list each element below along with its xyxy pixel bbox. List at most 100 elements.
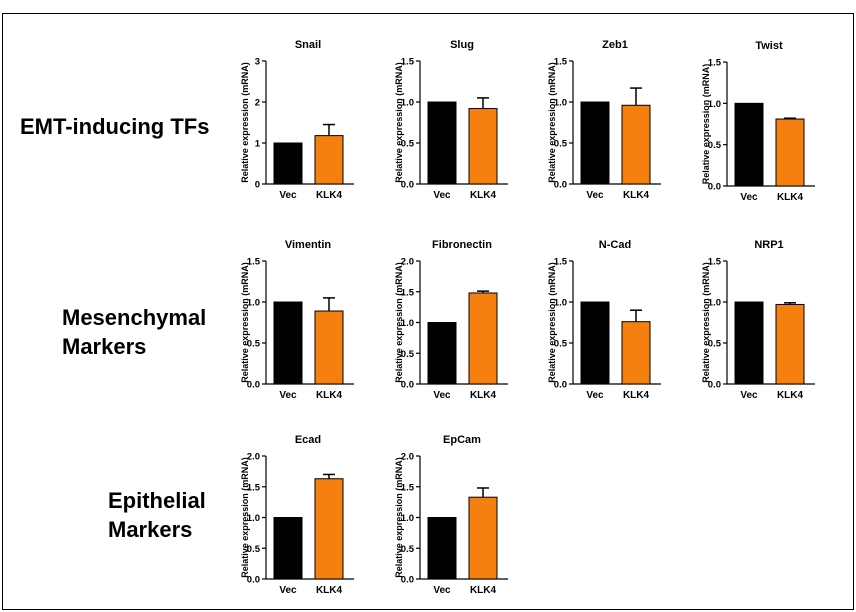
chart-nrp1: NRP1 Relative expression (mRNA)0.0 0.5 1.0 1… xyxy=(701,239,815,401)
y-tick-label: 0.0 xyxy=(554,380,567,391)
bar-klk4 xyxy=(468,108,498,185)
y-tick-label: 2.0 xyxy=(247,452,260,463)
y-axis-label: Relative expression (mRNA) xyxy=(394,457,404,578)
bar-vec xyxy=(580,301,610,385)
x-tick-label: Vec xyxy=(279,585,297,596)
chart-title: Fibronectin xyxy=(432,239,492,251)
y-tick-label: 1 xyxy=(255,139,261,150)
y-tick-label: 0.5 xyxy=(401,544,415,555)
bar-klk4 xyxy=(775,118,805,187)
x-tick-label: Vec xyxy=(586,390,604,401)
chart-title: Ecad xyxy=(295,434,321,446)
chart-ecad: Ecad Relative expression (mRNA)0.0 0.5 1.0 1… xyxy=(240,434,354,596)
bar-vec xyxy=(273,517,303,580)
chart-fibronectin: Fibronectin Relative expression (mRNA)0.0… xyxy=(394,239,508,401)
y-tick-label: 1.0 xyxy=(708,298,721,309)
y-tick-label: 0.0 xyxy=(708,182,721,193)
y-tick-label: 1.5 xyxy=(708,257,722,268)
y-tick-label: 1.5 xyxy=(401,57,415,68)
bar-vec xyxy=(734,301,764,385)
row-label-line: EMT-inducing TFs xyxy=(20,114,210,139)
y-tick-label: 1.0 xyxy=(708,99,721,110)
bar-vec xyxy=(273,301,303,385)
bar-vec xyxy=(427,322,457,385)
chart-slug: Slug Relative expression (mRNA)0.0 0.5 1.0 1… xyxy=(394,39,508,201)
y-tick-label: 3 xyxy=(255,57,260,68)
bar-klk4 xyxy=(314,135,344,185)
x-tick-label: KLK4 xyxy=(470,190,497,201)
row-label-mesenchymal: Mesenchymal Markers xyxy=(62,303,206,361)
y-axis-label: Relative expression (mRNA) xyxy=(394,62,404,183)
bar-klk4 xyxy=(468,292,498,385)
y-tick-label: 2 xyxy=(255,98,260,109)
bar-klk4 xyxy=(468,496,498,580)
x-tick-label: Vec xyxy=(433,190,451,201)
x-tick-label: KLK4 xyxy=(316,390,343,401)
y-tick-label: 0.5 xyxy=(247,339,261,350)
bar-klk4 xyxy=(314,310,344,385)
y-tick-label: 1.5 xyxy=(247,257,261,268)
x-tick-label: Vec xyxy=(433,585,451,596)
x-tick-label: Vec xyxy=(279,390,297,401)
y-tick-label: 2.0 xyxy=(401,257,414,268)
x-tick-label: Vec xyxy=(740,390,758,401)
y-tick-label: 0.0 xyxy=(554,180,567,191)
y-axis-label: Relative expression (mRNA) xyxy=(547,262,557,383)
x-tick-label: KLK4 xyxy=(623,190,650,201)
y-tick-label: 0.5 xyxy=(401,349,415,360)
y-tick-label: 1.0 xyxy=(247,298,260,309)
x-tick-label: KLK4 xyxy=(623,390,650,401)
y-tick-label: 0.0 xyxy=(247,380,260,391)
chart-snail: Snail Relative expression (mRNA) 0 1 2 3 Vec KL… xyxy=(240,39,354,201)
row-label-emt: EMT-inducing TFs xyxy=(20,112,209,141)
y-tick-label: 0.5 xyxy=(554,339,568,350)
y-tick-label: 1.5 xyxy=(554,57,568,68)
y-tick-label: 1.5 xyxy=(401,482,415,493)
chart-title: Twist xyxy=(755,40,783,52)
x-tick-label: KLK4 xyxy=(777,192,804,203)
y-tick-label: 0 xyxy=(255,180,260,191)
bar-klk4 xyxy=(621,321,651,385)
y-tick-label: 1.0 xyxy=(247,513,260,524)
x-tick-label: Vec xyxy=(740,192,758,203)
chart-title: Zeb1 xyxy=(602,39,628,51)
y-tick-label: 0.5 xyxy=(554,139,568,150)
y-axis-label: Relative expression (mRNA) xyxy=(240,457,250,578)
row-label-line: Mesenchymal xyxy=(62,305,207,330)
chart-n-cad: N-Cad Relative expression (mRNA)0.0 0.5 1.0… xyxy=(547,239,661,401)
x-tick-label: KLK4 xyxy=(470,585,497,596)
row-label-epithelial: Epithelial Markers xyxy=(108,486,206,544)
bar-klk4 xyxy=(775,303,805,385)
chart-epcam: EpCam Relative expression (mRNA)0.0 0.5 1.0… xyxy=(394,434,508,596)
y-tick-label: 1.5 xyxy=(708,58,722,69)
y-axis-label: Relative expression (mRNA) xyxy=(240,62,250,183)
y-tick-label: 1.0 xyxy=(401,513,414,524)
y-tick-label: 1.5 xyxy=(247,482,261,493)
y-axis-label: Relative expression (mRNA) xyxy=(547,62,557,183)
y-axis-label: Relative expression (mRNA) xyxy=(394,262,404,383)
y-axis-label: Relative expression (mRNA) xyxy=(701,262,711,383)
y-tick-label: 1.0 xyxy=(554,298,567,309)
y-tick-label: 1.0 xyxy=(554,98,567,109)
y-tick-label: 1.5 xyxy=(401,287,415,298)
y-tick-label: 0.5 xyxy=(708,339,722,350)
y-tick-label: 1.5 xyxy=(554,257,568,268)
y-tick-label: 0.0 xyxy=(708,380,721,391)
y-tick-label: 0.0 xyxy=(401,575,414,586)
bar-vec xyxy=(427,517,457,580)
x-tick-label: KLK4 xyxy=(777,390,804,401)
y-tick-label: 0.0 xyxy=(401,180,414,191)
x-tick-label: Vec xyxy=(433,390,451,401)
row-label-line: Markers xyxy=(108,517,193,542)
y-axis-label: Relative expression (mRNA) xyxy=(701,64,711,185)
figure-frame xyxy=(2,13,854,610)
y-tick-label: 1.0 xyxy=(401,98,414,109)
x-tick-label: KLK4 xyxy=(470,390,497,401)
row-label-line: Markers xyxy=(62,334,147,359)
bar-vec xyxy=(427,101,457,185)
bar-vec xyxy=(273,142,303,185)
x-tick-label: Vec xyxy=(586,190,604,201)
chart-twist: Twist Relative expression (mRNA)0.0 0.5 1.0… xyxy=(701,40,815,203)
bar-klk4 xyxy=(314,478,344,580)
y-tick-label: 0.5 xyxy=(401,139,415,150)
